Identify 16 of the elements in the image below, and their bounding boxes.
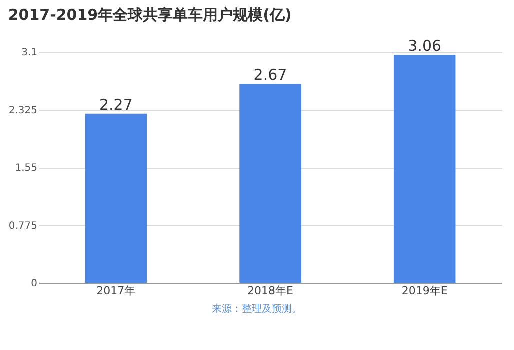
- y-tick-label: 0.775: [8, 220, 38, 232]
- chart-title: 2017-2019年全球共享单车用户规模(亿): [8, 6, 292, 24]
- y-tick-label: 2.325: [8, 105, 38, 116]
- x-tick-label: 2017年: [96, 284, 136, 298]
- source-note: 来源：整理及预测。: [211, 302, 303, 316]
- data-label: 2.67: [254, 66, 288, 84]
- bar: [85, 114, 148, 283]
- y-tick-label: 1.55: [15, 163, 38, 174]
- y-tick-label: 0: [31, 278, 38, 290]
- x-tick-label: 2019年E: [402, 284, 448, 298]
- data-label: 3.06: [408, 36, 442, 55]
- data-label: 2.27: [99, 96, 133, 114]
- x-tick-label: 2018年E: [248, 284, 294, 298]
- bar: [394, 54, 456, 283]
- y-tick-label: 3.1: [22, 48, 38, 58]
- bar: [240, 84, 302, 283]
